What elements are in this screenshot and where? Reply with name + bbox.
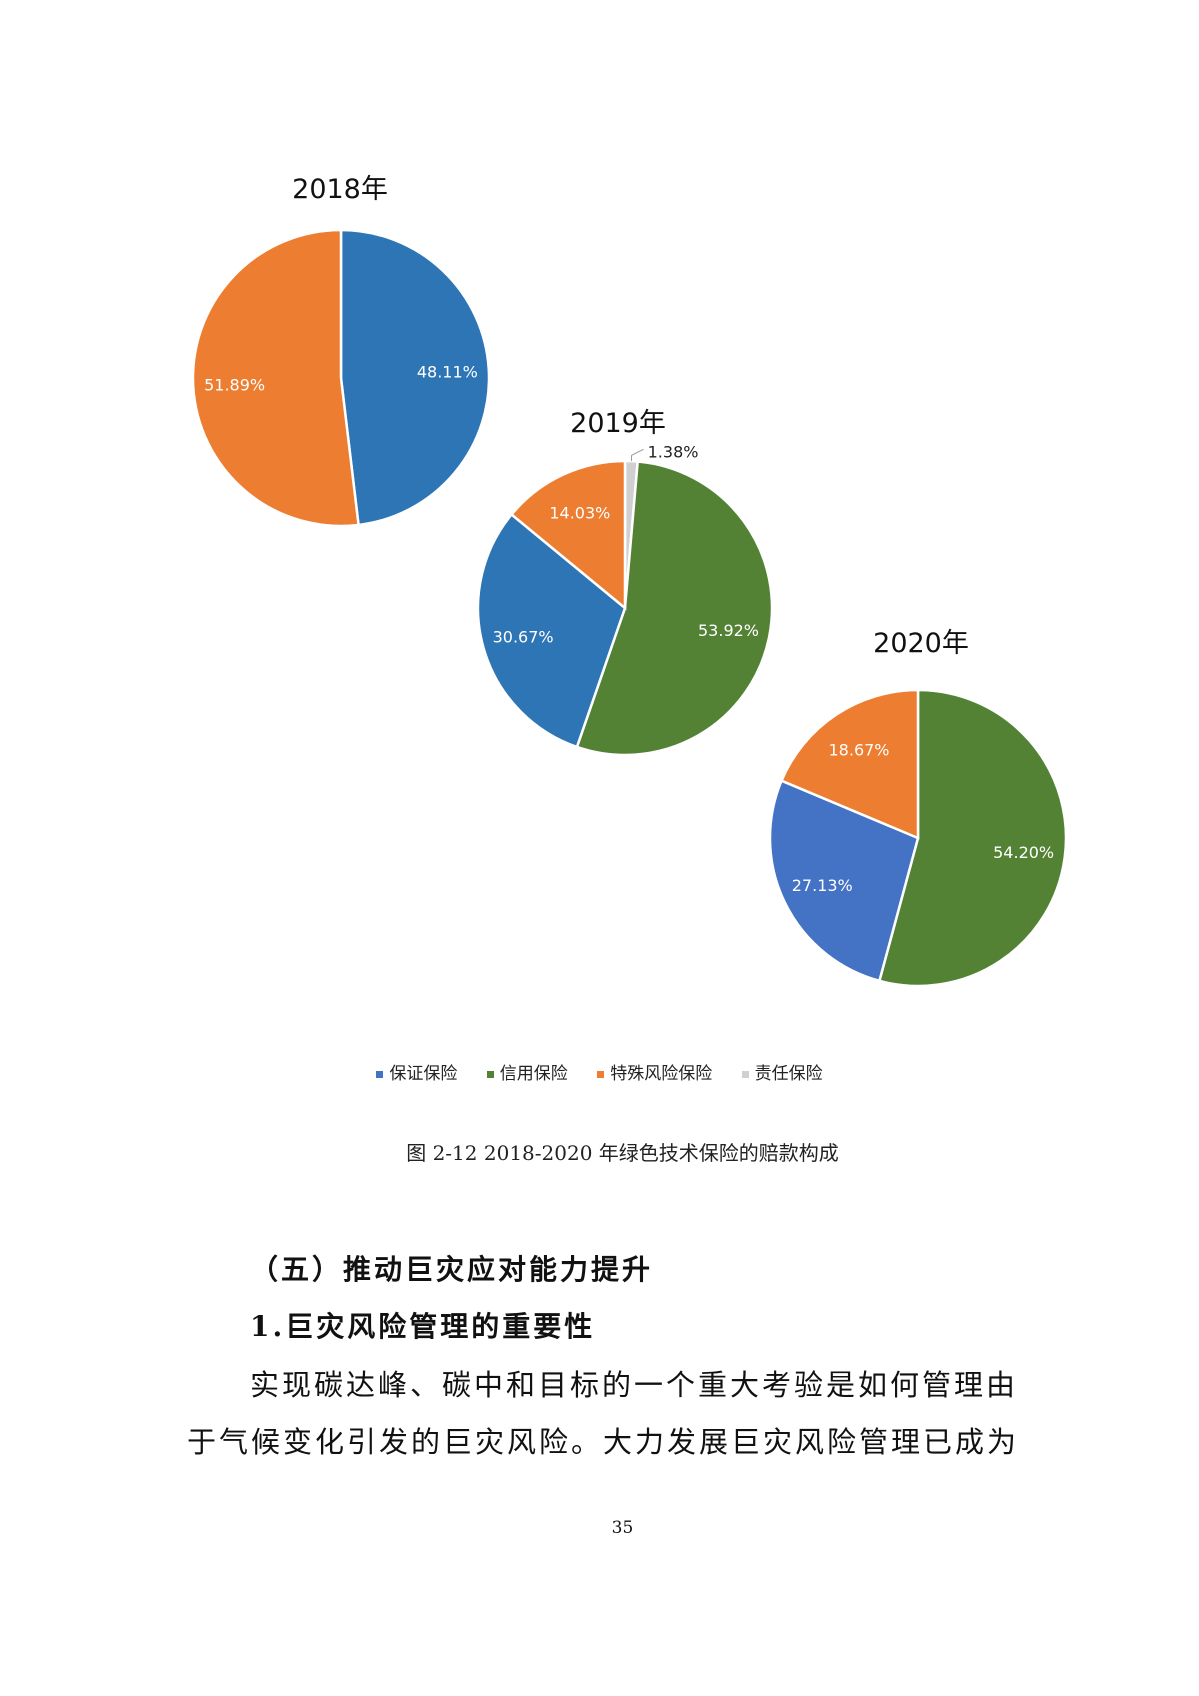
pie-title: 2019年 bbox=[570, 408, 666, 439]
paragraph-line: 于气候变化引发的巨灾风险。大力发展巨灾风险管理已成为 bbox=[187, 1425, 1020, 1459]
pie-data-label: 48.11% bbox=[417, 363, 478, 382]
legend-item: 特殊风险保险 bbox=[597, 1059, 712, 1084]
pie-slice bbox=[339, 228, 491, 527]
legend-label: 特殊风险保险 bbox=[610, 1064, 713, 1084]
pie-data-label: 51.89% bbox=[204, 375, 265, 394]
pie-slice bbox=[575, 460, 774, 757]
pie-title: 2018年 bbox=[292, 174, 388, 205]
legend-swatch bbox=[486, 1070, 494, 1078]
pie-slice bbox=[877, 688, 1068, 988]
chart-legend: 保证保险 信用保险 特殊风险保险 责任保险 bbox=[0, 1059, 1199, 1084]
legend-item: 责任保险 bbox=[741, 1059, 823, 1084]
leader-line bbox=[630, 448, 644, 462]
section-heading: （五）推动巨灾应对能力提升 bbox=[250, 1253, 654, 1286]
pie-slice bbox=[509, 459, 627, 611]
paragraph-line: 实现碳达峰、碳中和目标的一个重大考验是如何管理由 bbox=[250, 1368, 1019, 1402]
pie-data-label: 53.92% bbox=[698, 621, 759, 640]
pie-data-label: 30.67% bbox=[493, 628, 554, 647]
legend-label: 责任保险 bbox=[754, 1064, 823, 1084]
legend-item: 保证保险 bbox=[376, 1059, 457, 1084]
legend-swatch bbox=[597, 1070, 605, 1078]
legend-swatch bbox=[741, 1070, 749, 1078]
legend-item: 信用保险 bbox=[486, 1059, 568, 1084]
pie-2: 2020年 54.20% 27.13% 18.67% bbox=[768, 628, 1068, 988]
pie-slice bbox=[191, 228, 360, 528]
pie-slice bbox=[476, 512, 627, 749]
pie-charts: 2018年 48.11% 51.89% 2019年 1.38% 53.92% 30.67% 1… bbox=[191, 174, 1068, 988]
pie-data-label: 1.38% bbox=[648, 442, 699, 461]
pie-0: 2018年 48.11% 51.89% bbox=[191, 174, 491, 528]
pie-1: 2019年 1.38% 53.92% 30.67% 14.03% bbox=[476, 408, 774, 757]
pie-data-label: 27.13% bbox=[792, 876, 853, 895]
figure-caption: 图 2-12 2018-2020 年绿色技术保险的赔款构成 bbox=[406, 1141, 839, 1165]
pie-slice bbox=[779, 688, 920, 840]
legend-label: 信用保险 bbox=[499, 1064, 568, 1084]
pie-data-label: 54.20% bbox=[993, 843, 1054, 862]
legend-swatch bbox=[376, 1070, 384, 1078]
subheading: 1.巨灾风险管理的重要性 bbox=[250, 1310, 596, 1343]
pie-data-label: 18.67% bbox=[829, 740, 890, 759]
page-number: 35 bbox=[611, 1518, 634, 1538]
legend-label: 保证保险 bbox=[389, 1064, 458, 1084]
pie-title: 2020年 bbox=[873, 628, 969, 659]
pie-slice bbox=[768, 779, 920, 983]
pie-data-label: 14.03% bbox=[549, 503, 610, 522]
